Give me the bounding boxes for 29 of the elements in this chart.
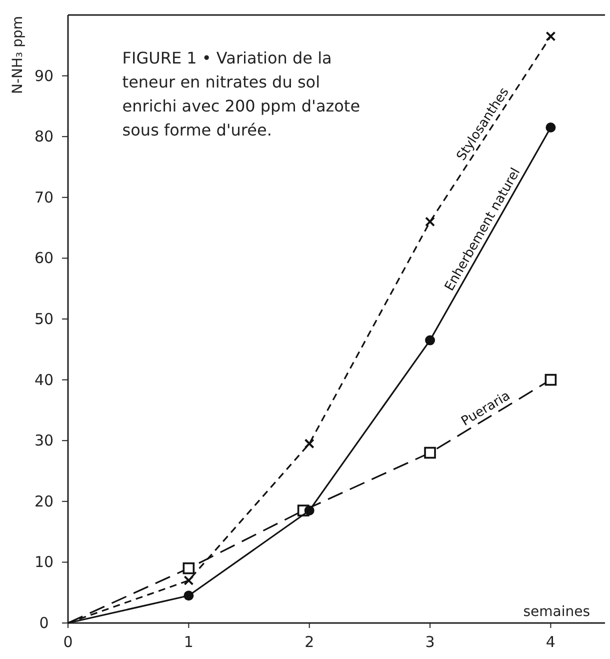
x-tick-label: 0 [63,633,73,651]
x-tick-label: 3 [425,633,435,651]
y-tick-label: 90 [34,66,54,85]
point [546,31,556,42]
point [304,438,314,449]
y-tick-label: 10 [34,553,54,572]
y-axis-title: N-NH₃ ppm [10,16,26,94]
point [544,374,557,386]
y-tick-label: 0 [39,614,49,632]
y-tick-label: 20 [34,492,54,510]
point [304,506,314,516]
point [425,335,436,346]
y-tick-label: 60 [34,249,54,268]
y-tick-label: 70 [34,188,54,206]
y-tick-label: 40 [34,370,54,389]
x-tick-label: 1 [184,633,194,651]
x-tick-label: 2 [304,633,314,651]
x-axis-title: semaines [523,604,590,620]
point [424,446,436,459]
point [546,122,556,132]
y-tick-label: 30 [34,432,54,450]
point [182,562,195,574]
y-tick-label: 80 [34,128,54,146]
x-tick-label: 4 [546,633,556,651]
point [184,590,194,601]
y-tick-label: 50 [34,310,54,328]
text: FIGURE 1 • Variation de la teneur en nitrates du sol enrichi avec 200 ppm d'azote sous forme d'urée. [122,48,360,140]
point [425,216,436,227]
point [184,575,194,586]
